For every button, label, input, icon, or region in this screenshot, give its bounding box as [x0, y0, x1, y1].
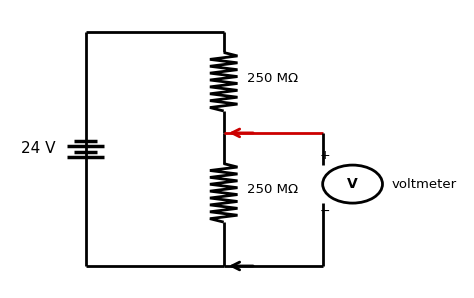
Text: V: V	[347, 177, 358, 191]
Text: 250 MΩ: 250 MΩ	[246, 184, 298, 196]
Text: −: −	[319, 204, 330, 218]
Text: 24 V: 24 V	[21, 142, 55, 156]
Text: +: +	[319, 149, 330, 162]
Text: voltmeter: voltmeter	[392, 178, 457, 191]
Text: 250 MΩ: 250 MΩ	[246, 72, 298, 85]
